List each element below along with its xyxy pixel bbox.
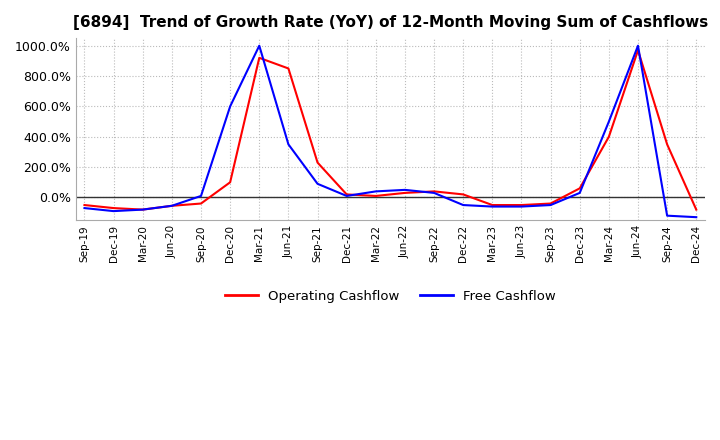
Operating Cashflow [400, 190, 409, 195]
Free Cashflow [226, 104, 235, 109]
Free Cashflow [138, 207, 147, 212]
Operating Cashflow [226, 180, 235, 185]
Free Cashflow [400, 187, 409, 193]
Operating Cashflow [284, 66, 293, 71]
Free Cashflow [663, 213, 672, 218]
Free Cashflow [634, 43, 642, 48]
Operating Cashflow [313, 160, 322, 165]
Free Cashflow [197, 193, 205, 198]
Operating Cashflow [109, 205, 118, 211]
Operating Cashflow [372, 193, 380, 198]
Free Cashflow [168, 203, 176, 209]
Free Cashflow [372, 189, 380, 194]
Operating Cashflow [605, 134, 613, 139]
Operating Cashflow [575, 186, 584, 191]
Operating Cashflow [430, 189, 438, 194]
Operating Cashflow [138, 207, 147, 212]
Operating Cashflow [634, 48, 642, 53]
Free Cashflow [488, 204, 497, 209]
Operating Cashflow [197, 201, 205, 206]
Operating Cashflow [663, 142, 672, 147]
Free Cashflow [575, 190, 584, 195]
Free Cashflow [692, 215, 701, 220]
Free Cashflow [313, 181, 322, 187]
Operating Cashflow [459, 192, 467, 197]
Free Cashflow [342, 193, 351, 198]
Title: [6894]  Trend of Growth Rate (YoY) of 12-Month Moving Sum of Cashflows: [6894] Trend of Growth Rate (YoY) of 12-… [73, 15, 708, 30]
Operating Cashflow [342, 192, 351, 197]
Free Cashflow [430, 190, 438, 195]
Free Cashflow [109, 209, 118, 214]
Operating Cashflow [546, 201, 555, 206]
Free Cashflow [605, 119, 613, 124]
Operating Cashflow [517, 202, 526, 208]
Free Cashflow [517, 204, 526, 209]
Free Cashflow [255, 43, 264, 48]
Operating Cashflow [80, 202, 89, 208]
Line: Free Cashflow: Free Cashflow [84, 46, 696, 217]
Operating Cashflow [168, 203, 176, 209]
Free Cashflow [80, 205, 89, 211]
Operating Cashflow [488, 202, 497, 208]
Line: Operating Cashflow: Operating Cashflow [84, 50, 696, 209]
Operating Cashflow [692, 207, 701, 212]
Legend: Operating Cashflow, Free Cashflow: Operating Cashflow, Free Cashflow [220, 285, 561, 308]
Free Cashflow [459, 202, 467, 208]
Free Cashflow [546, 202, 555, 208]
Operating Cashflow [255, 55, 264, 60]
Free Cashflow [284, 142, 293, 147]
